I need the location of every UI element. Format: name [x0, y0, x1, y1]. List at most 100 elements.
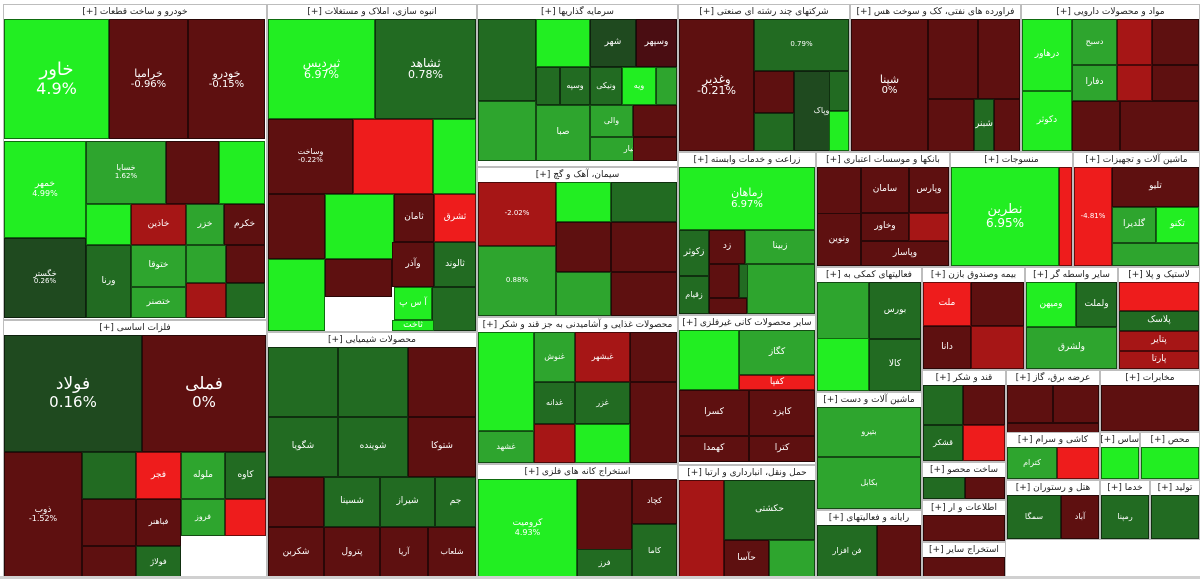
sector-header[interactable]: بیمه وصندوق بازن [+]: [923, 268, 1024, 282]
sector-header[interactable]: خودرو و ساخت قطعات [+]: [4, 5, 266, 19]
stock-tile[interactable]: [1119, 282, 1199, 311]
stock-tile[interactable]: ثپردیس 6.97%: [268, 19, 375, 119]
stock-tile[interactable]: 0.79%: [754, 19, 849, 71]
stock-tile[interactable]: [268, 259, 325, 331]
stock-tile[interactable]: دسبح: [1072, 19, 1117, 65]
stock-tile[interactable]: [1072, 101, 1120, 151]
sector-header[interactable]: ساخت محصو [+]: [923, 463, 1005, 477]
stock-tile[interactable]: [82, 546, 136, 578]
stock-tile[interactable]: [268, 477, 324, 527]
stock-tile[interactable]: شگویا: [268, 417, 338, 477]
sector-header[interactable]: محصولات غذایی و آشامیدنی به جز قند و شکر…: [478, 318, 677, 332]
stock-tile[interactable]: صبا: [536, 105, 590, 161]
stock-tile[interactable]: [325, 194, 394, 259]
sector-header[interactable]: مواد و محصولات دارویی [+]: [1022, 5, 1199, 19]
stock-tile[interactable]: خودرو -0.15%: [188, 19, 265, 139]
sector-header[interactable]: زراعت و خدمات وابسته [+]: [679, 153, 815, 167]
stock-tile[interactable]: ملوله: [181, 452, 225, 499]
stock-tile[interactable]: [268, 347, 338, 417]
sector-header[interactable]: خدما [+]: [1101, 481, 1149, 495]
stock-tile[interactable]: شهر: [590, 19, 636, 67]
stock-tile[interactable]: [994, 99, 1020, 151]
stock-tile[interactable]: جم: [435, 477, 476, 527]
stock-tile[interactable]: [923, 477, 965, 499]
stock-tile[interactable]: [225, 499, 266, 536]
stock-tile[interactable]: ولملت: [1076, 282, 1117, 327]
stock-tile[interactable]: [1112, 243, 1199, 266]
stock-tile[interactable]: ثالوند: [434, 242, 476, 287]
stock-tile[interactable]: فرز: [577, 549, 632, 578]
stock-tile[interactable]: [1057, 447, 1099, 479]
stock-tile[interactable]: [611, 222, 677, 272]
stock-tile[interactable]: فروز: [181, 499, 225, 536]
stock-tile[interactable]: غنوش: [534, 332, 575, 382]
stock-tile[interactable]: [1141, 447, 1199, 479]
stock-tile[interactable]: [965, 477, 1005, 499]
stock-tile[interactable]: [478, 19, 536, 101]
stock-tile[interactable]: [971, 326, 1024, 369]
sector-header[interactable]: استخراج کانه های فلزی [+]: [478, 465, 677, 479]
stock-tile[interactable]: ثاخت: [392, 320, 434, 331]
stock-tile[interactable]: شبنر: [974, 99, 994, 151]
stock-tile[interactable]: کالا: [869, 339, 921, 391]
stock-tile[interactable]: [86, 204, 131, 245]
stock-tile[interactable]: [186, 245, 226, 283]
stock-tile[interactable]: فولاژ: [136, 546, 181, 578]
stock-tile[interactable]: دانا: [923, 326, 971, 369]
stock-tile[interactable]: وسپه: [560, 67, 590, 105]
stock-tile[interactable]: وغدیر -0.21%: [679, 19, 754, 151]
stock-tile[interactable]: [226, 283, 265, 318]
stock-tile[interactable]: تلیو: [1112, 167, 1199, 207]
stock-tile[interactable]: ختصنر: [131, 287, 186, 318]
stock-tile[interactable]: [353, 119, 433, 194]
stock-tile[interactable]: [817, 338, 869, 391]
stock-tile[interactable]: [633, 105, 677, 137]
stock-tile[interactable]: رمپنا: [1101, 495, 1149, 539]
sector-header[interactable]: محص [+]: [1141, 433, 1199, 447]
stock-tile[interactable]: زقیام: [679, 276, 709, 314]
stock-tile[interactable]: غزر: [575, 382, 630, 424]
stock-tile[interactable]: ذوب -1.52%: [4, 452, 82, 578]
sector-header[interactable]: محصولات شیمیایی [+]: [268, 333, 476, 347]
sector-header[interactable]: سرمایه گذاریها [+]: [478, 5, 677, 19]
sector-header[interactable]: رایانه و فعالیتهای [+]: [817, 511, 921, 525]
stock-tile[interactable]: دکوثر: [1022, 91, 1072, 151]
stock-tile[interactable]: خمهر 4.99%: [4, 141, 86, 238]
sector-header[interactable]: ماشین آلات و تجهیزات [+]: [1074, 153, 1199, 167]
sector-header[interactable]: بانکها و موسسات اعتباری [+]: [817, 153, 949, 167]
stock-tile[interactable]: [656, 67, 677, 105]
stock-tile[interactable]: آباد: [1061, 495, 1099, 539]
stock-tile[interactable]: [928, 19, 978, 99]
sector-header[interactable]: اطلاعات و ار [+]: [923, 501, 1005, 515]
stock-tile[interactable]: سمگا: [1007, 495, 1061, 539]
stock-tile[interactable]: خاور 4.9%: [4, 19, 109, 139]
stock-tile[interactable]: خزر: [186, 204, 224, 245]
stock-tile[interactable]: [1007, 385, 1053, 423]
stock-tile[interactable]: [829, 111, 849, 151]
stock-tile[interactable]: شکربن: [268, 527, 324, 578]
stock-tile[interactable]: ملت: [923, 282, 971, 326]
stock-tile[interactable]: ونوین: [817, 213, 861, 266]
stock-tile[interactable]: آ س پ: [394, 287, 432, 320]
stock-tile[interactable]: پارتا: [1119, 351, 1199, 369]
stock-tile[interactable]: غشهد: [478, 431, 534, 463]
sector-header[interactable]: فعالیتهای کمکی به [+]: [817, 268, 921, 282]
stock-tile[interactable]: [82, 499, 136, 546]
sector-header[interactable]: مخابرات [+]: [1101, 371, 1199, 385]
sector-header[interactable]: قند و شکر [+]: [923, 371, 1005, 385]
sector-header[interactable]: عرضه برق، گاز [+]: [1007, 371, 1099, 385]
stock-tile[interactable]: شلعاب: [428, 527, 476, 578]
stock-tile[interactable]: کاوه: [225, 452, 266, 499]
stock-tile[interactable]: [82, 452, 136, 499]
stock-tile[interactable]: خگستر 0.26%: [4, 238, 86, 318]
sector-header[interactable]: سایر واسطه گر [+]: [1026, 268, 1117, 282]
stock-tile[interactable]: ویه: [622, 67, 656, 105]
stock-tile[interactable]: [971, 282, 1024, 326]
stock-tile[interactable]: [325, 259, 392, 297]
stock-tile[interactable]: ثامان: [394, 194, 434, 242]
stock-tile[interactable]: -4.81%: [1074, 167, 1112, 266]
stock-tile[interactable]: سامان: [861, 167, 909, 213]
sector-header[interactable]: کاشی و سرام [+]: [1007, 433, 1099, 447]
stock-tile[interactable]: فولاد 0.16%: [4, 335, 142, 452]
stock-tile[interactable]: حآسا: [724, 540, 769, 578]
